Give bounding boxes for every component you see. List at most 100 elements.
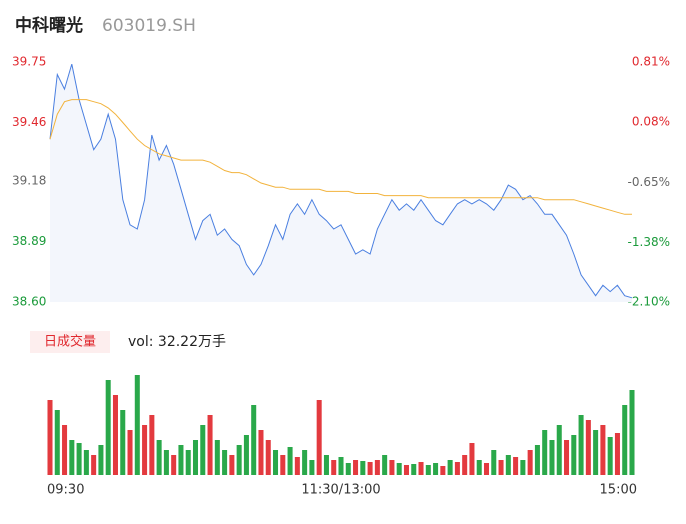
stock-code: 603019.SH [102, 16, 196, 36]
volume-bar [614, 433, 620, 475]
volume-bar [156, 440, 162, 475]
y2-tick-label: -0.65% [628, 175, 670, 189]
volume-bar [578, 415, 584, 475]
volume-bar [447, 460, 453, 475]
y-tick-label: 38.89 [12, 234, 46, 248]
x-tick-label: 15:00 [600, 483, 637, 498]
volume-bar [98, 445, 104, 475]
volume-bar [222, 450, 228, 475]
series-line [49, 63, 633, 299]
volume-bar [462, 455, 468, 475]
volume-bar [440, 466, 446, 475]
volume-bar [47, 400, 53, 475]
volume-bar [513, 457, 519, 475]
y-tick-label: 39.75 [12, 55, 46, 69]
y-tick-label: 39.18 [12, 173, 46, 187]
volume-bar [389, 460, 395, 475]
volume-bar [76, 443, 82, 475]
x-tick-label: 09:30 [47, 483, 84, 498]
volume-bar [142, 425, 148, 475]
volume-bar [549, 440, 555, 475]
volume-total: vol: 32.22万手 [128, 334, 226, 350]
volume-bar [411, 464, 417, 475]
y-tick-label: 39.46 [12, 115, 46, 129]
volume-bar [112, 395, 118, 475]
volume-bar [265, 440, 271, 475]
volume-bar [149, 415, 155, 475]
volume-bar [120, 410, 126, 475]
x-tick-label: 11:30/13:00 [301, 483, 380, 498]
volume-bar [396, 463, 402, 475]
volume-bar [629, 390, 635, 475]
volume-bar [527, 450, 533, 475]
volume-bar [571, 435, 577, 475]
volume-bar [491, 450, 497, 475]
volume-bar [214, 440, 220, 475]
volume-bar [251, 405, 257, 475]
volume-bar [105, 380, 111, 475]
volume-bar [163, 450, 169, 475]
volume-bar [542, 430, 548, 475]
volume-bar [83, 450, 89, 475]
volume-bar [593, 430, 599, 475]
volume-bar [207, 415, 213, 475]
volume-bar [243, 435, 249, 475]
volume-bar [425, 465, 431, 475]
price-area [50, 64, 632, 302]
volume-bar [600, 425, 606, 475]
volume-bar [331, 460, 337, 475]
volume-bar [294, 457, 300, 475]
volume-bar [374, 460, 380, 475]
y2-tick-label: 0.81% [632, 55, 670, 69]
volume-bar [280, 455, 286, 475]
volume-bar [585, 420, 591, 475]
volume-bar [367, 462, 373, 475]
volume-bar [302, 450, 308, 475]
y2-tick-label: 0.08% [632, 115, 670, 129]
volume-bar [236, 445, 242, 475]
volume-bar [200, 425, 206, 475]
volume-bar [273, 450, 279, 475]
volume-bar [564, 440, 570, 475]
volume-bar [403, 465, 409, 475]
volume-badge: 日成交量 [44, 334, 96, 350]
volume-bar [498, 460, 504, 475]
badge-bg [30, 331, 110, 353]
volume-bar [62, 425, 68, 475]
y2-tick-label: -2.10% [628, 295, 670, 309]
volume-bar [534, 445, 540, 475]
y-tick-label: 38.60 [12, 295, 46, 309]
volume-bar [433, 463, 439, 475]
volume-bar [178, 445, 184, 475]
volume-bar [505, 455, 511, 475]
volume-bar [258, 430, 264, 475]
volume-bar [483, 463, 490, 475]
volume-bar [382, 455, 388, 475]
volume-bar [185, 450, 191, 475]
volume-bar [316, 400, 322, 475]
volume-bar [520, 460, 526, 475]
volume-bar [54, 410, 60, 475]
volume-bar [607, 437, 613, 475]
volume-bar [91, 455, 97, 475]
volume-bar [229, 455, 235, 475]
volume-bar [360, 461, 366, 475]
volume-bar [418, 462, 424, 475]
volume-bar [69, 440, 75, 475]
volume-bar [345, 463, 351, 475]
volume-bar [171, 455, 177, 475]
volume-bar [127, 430, 133, 475]
volume-bar [134, 375, 140, 475]
volume-bar [353, 460, 359, 475]
volume-bar [469, 443, 475, 475]
series-line [49, 99, 632, 215]
volume-bar [309, 460, 315, 475]
volume-bar [622, 405, 628, 475]
volume-bar [338, 457, 344, 475]
volume-bar [323, 455, 329, 475]
volume-bar [556, 425, 562, 475]
y2-tick-label: -1.38% [628, 235, 670, 249]
volume-bar [454, 462, 460, 475]
volume-bar [476, 460, 482, 475]
